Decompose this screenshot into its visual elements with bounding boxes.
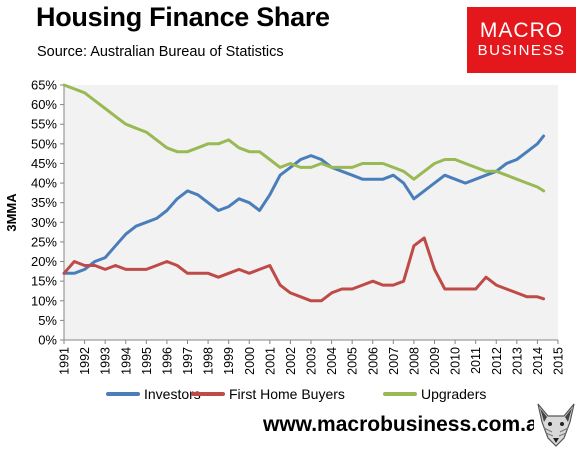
x-tick-label: 2006: [366, 347, 380, 375]
x-tick-label: 2015: [552, 347, 566, 375]
x-tick-label: 1997: [181, 347, 195, 375]
logo-line-macro: MACRO: [479, 19, 564, 42]
x-tick-label: 2013: [510, 347, 524, 375]
logo-line-business: BUSINESS: [477, 42, 566, 59]
y-tick-label: 5%: [38, 313, 57, 328]
y-tick-label: 65%: [31, 78, 57, 93]
x-tick-label: 2000: [243, 347, 257, 375]
y-tick-label: 20%: [31, 254, 57, 269]
legend-label-upgraders: Upgraders: [421, 386, 486, 402]
y-tick-label: 50%: [31, 136, 57, 151]
y-tick-label: 60%: [31, 97, 57, 112]
x-tick-label: 2009: [428, 347, 442, 375]
x-tick-label: 1992: [78, 347, 92, 375]
x-tick-label: 2004: [325, 347, 339, 375]
plot-area: [64, 85, 558, 340]
y-tick-label: 30%: [31, 215, 57, 230]
x-tick-label: 2007: [387, 347, 401, 375]
y-tick-label: 25%: [31, 234, 57, 249]
legend-label-first-home-buyers: First Home Buyers: [229, 386, 345, 402]
x-tick-label: 1995: [140, 347, 154, 375]
y-tick-label: 10%: [31, 293, 57, 308]
x-tick-label: 1996: [160, 347, 174, 375]
y-tick-label: 45%: [31, 156, 57, 171]
x-tick-label: 1994: [119, 347, 133, 375]
series-line-first-home-buyers: [62, 236, 546, 303]
x-tick-label: 1999: [222, 347, 236, 375]
x-tick-label: 1998: [202, 347, 216, 375]
x-tick-label: 2014: [531, 347, 545, 375]
y-tick-label: 55%: [31, 117, 57, 132]
y-tick-label: 35%: [31, 195, 57, 210]
x-tick-label: 2001: [263, 347, 277, 375]
y-tick-label: 40%: [31, 176, 57, 191]
chart-title: Housing Finance Share: [36, 2, 330, 32]
x-tick-label: 2003: [305, 347, 319, 375]
brand-logo: MACRO BUSINESS: [467, 7, 576, 73]
website-url: www.macrobusiness.com.au: [263, 413, 551, 436]
x-tick-label: 2010: [449, 347, 463, 375]
series-line-investors: [62, 134, 546, 275]
x-tick-label: 2002: [284, 347, 298, 375]
x-tick-label: 2011: [469, 347, 483, 374]
x-tick-label: 1993: [99, 347, 113, 375]
x-tick-label: 2005: [346, 347, 360, 375]
y-tick-label: 0%: [38, 333, 57, 348]
legend-label-investors: Investors: [144, 386, 201, 402]
y-axis-label: 3MMA: [4, 193, 19, 232]
x-tick-label: 2012: [490, 347, 504, 375]
x-tick-label: 2008: [407, 347, 421, 375]
fox-icon: [534, 400, 578, 448]
y-tick-label: 15%: [31, 274, 57, 289]
series-line-upgraders: [62, 83, 546, 193]
x-tick-label: 1991: [58, 347, 72, 375]
chart-subtitle: Source: Australian Bureau of Statistics: [37, 44, 284, 60]
